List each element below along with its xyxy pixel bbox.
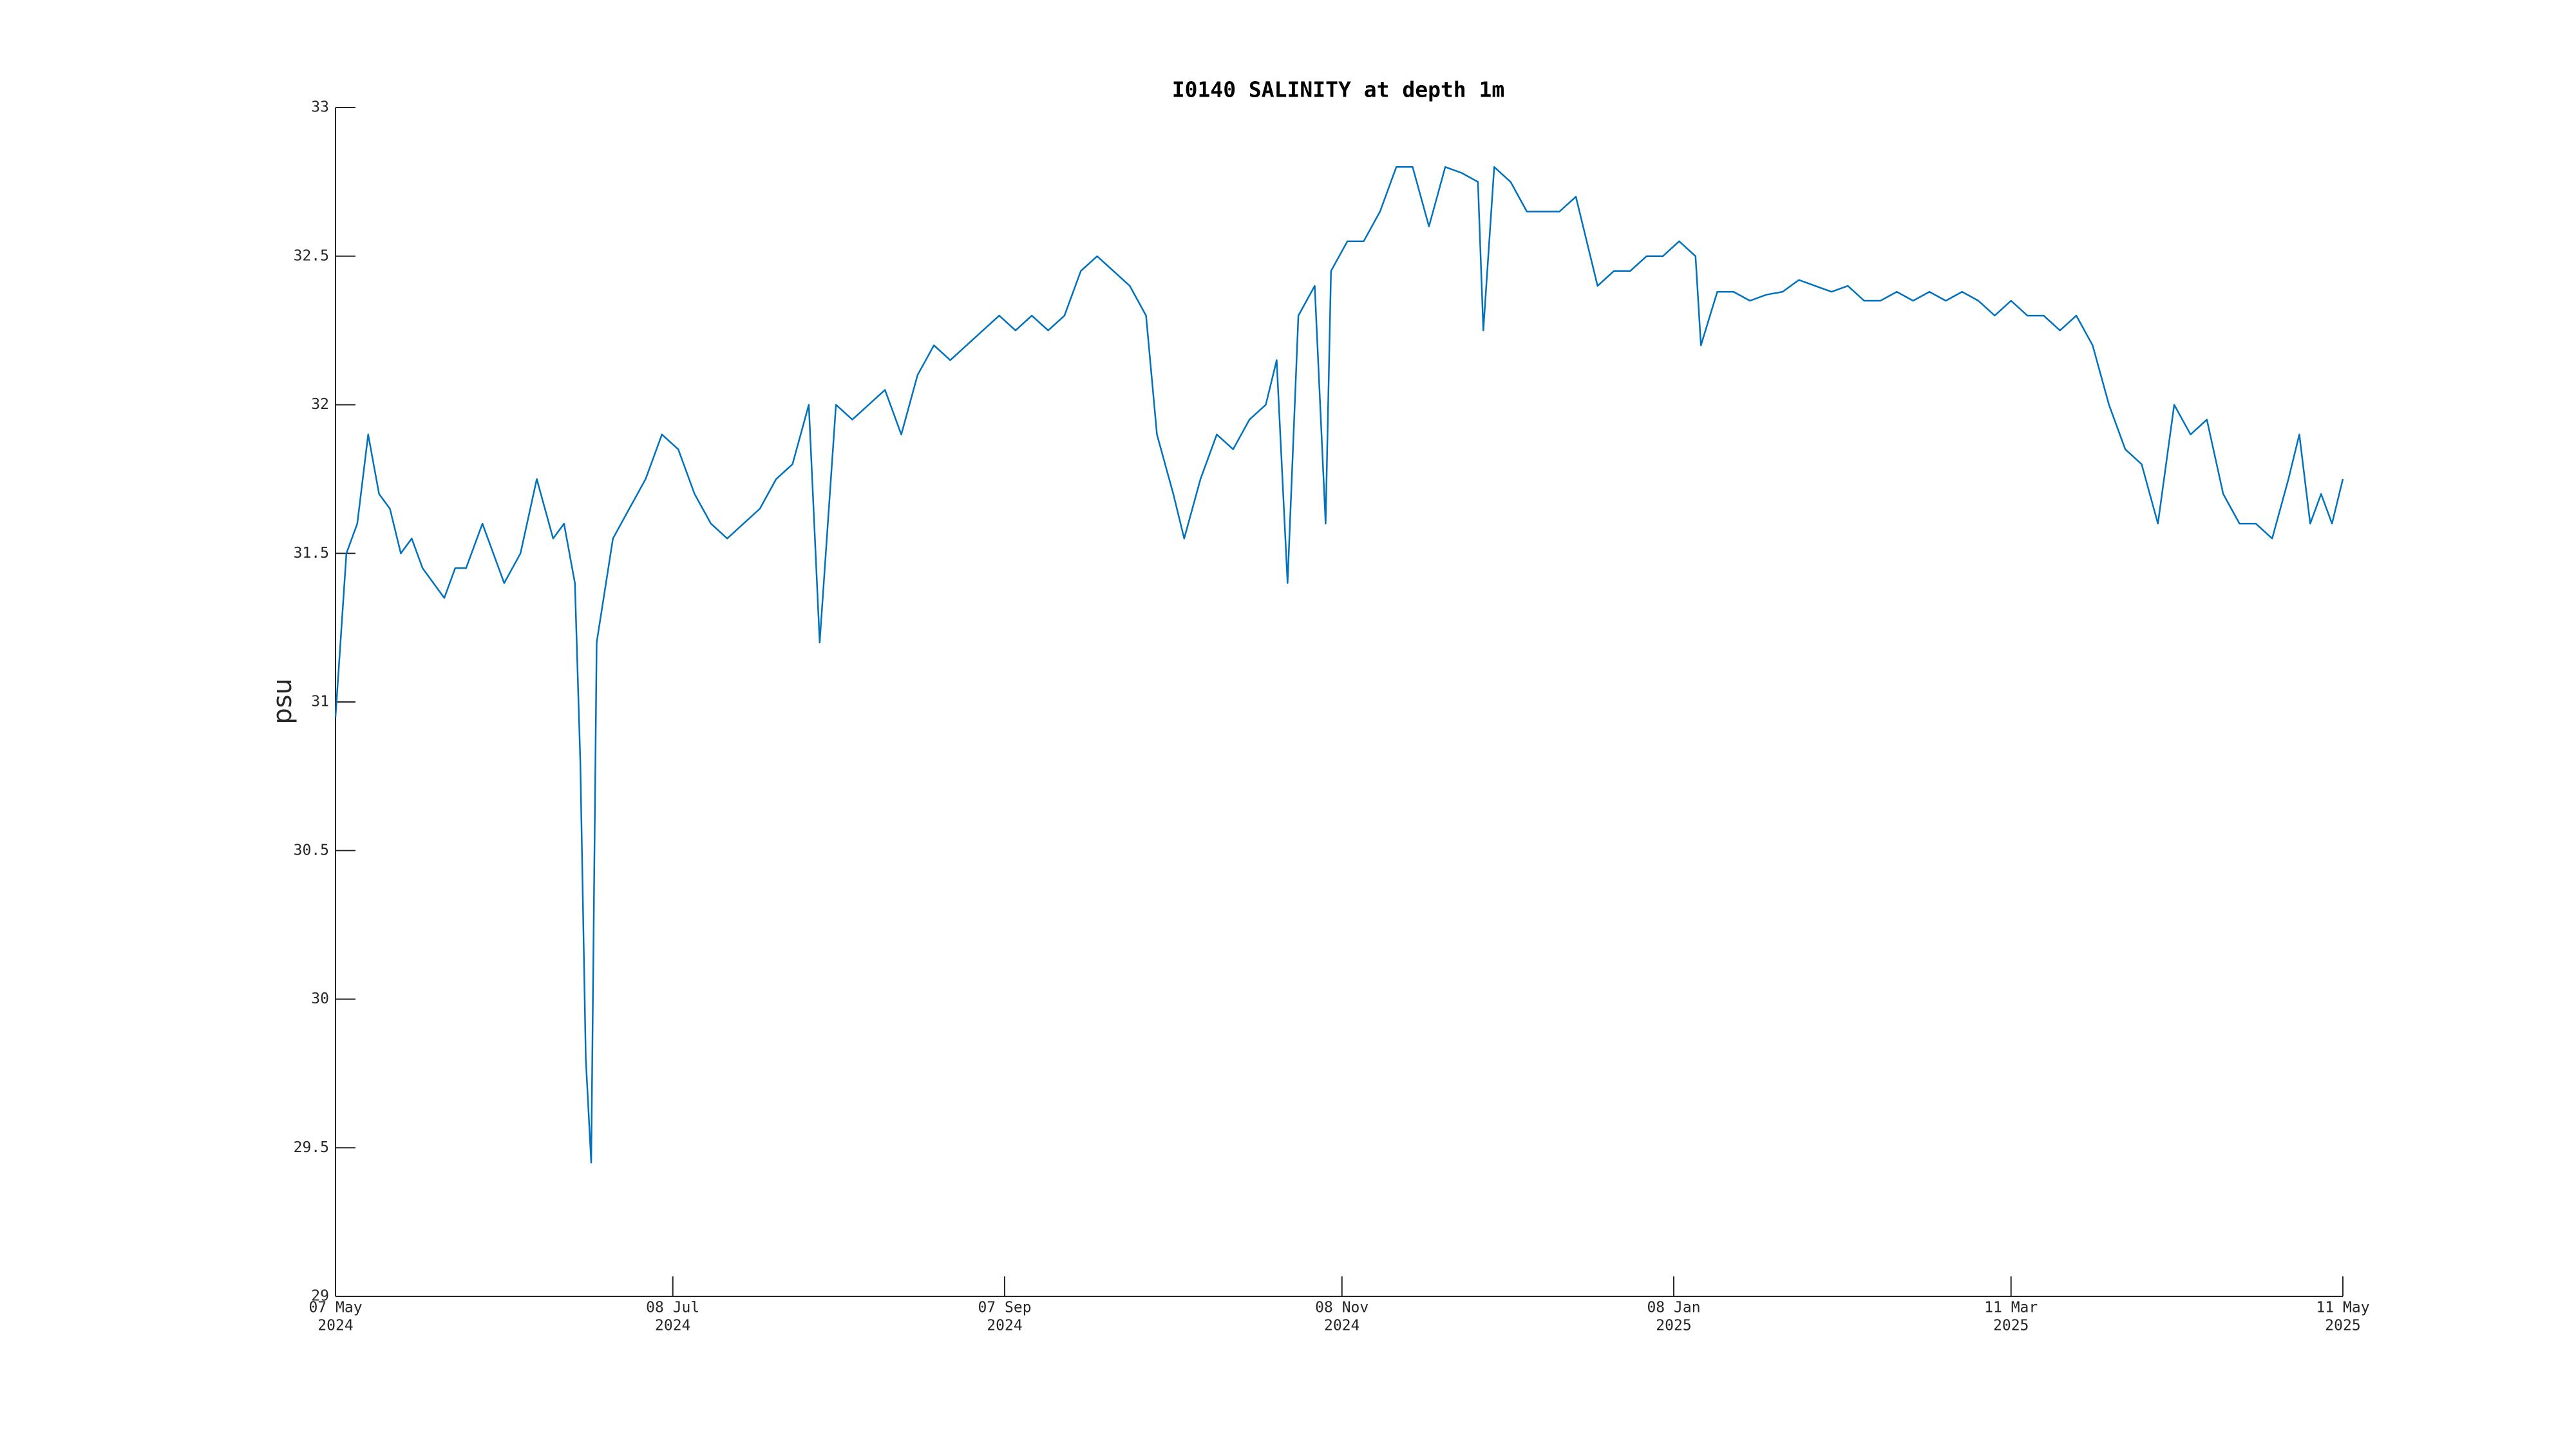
x-tick-label: 11 Mar bbox=[1984, 1300, 2038, 1316]
y-tick-label: 29 bbox=[311, 1288, 329, 1305]
x-tick-label: 08 Nov bbox=[1315, 1300, 1368, 1316]
y-tick-label: 29.5 bbox=[294, 1139, 329, 1156]
y-tick-label: 30.5 bbox=[294, 842, 329, 858]
x-tick-label: 08 Jul bbox=[646, 1300, 699, 1316]
x-tick-label: 2025 bbox=[2325, 1318, 2360, 1334]
x-tick-label: 11 May bbox=[2316, 1300, 2369, 1316]
x-tick-label: 07 May bbox=[308, 1300, 362, 1316]
chart-title: I0140 SALINITY at depth 1m bbox=[1172, 77, 1505, 102]
y-tick-label: 32 bbox=[311, 396, 329, 413]
y-tick-label: 33 bbox=[311, 99, 329, 116]
x-tick-label: 07 Sep bbox=[978, 1300, 1031, 1316]
x-tick-label: 2024 bbox=[1324, 1318, 1359, 1334]
x-tick-label: 2024 bbox=[317, 1318, 353, 1334]
x-tick-label: 2025 bbox=[1656, 1318, 1691, 1334]
y-tick-label: 31 bbox=[311, 694, 329, 710]
x-tick-label: 2024 bbox=[655, 1318, 690, 1334]
y-tick-label: 30 bbox=[311, 990, 329, 1007]
x-tick-label: 2025 bbox=[1993, 1318, 2029, 1334]
y-tick-label: 31.5 bbox=[294, 545, 329, 562]
x-tick-label: 2024 bbox=[987, 1318, 1022, 1334]
data-line bbox=[334, 166, 2344, 1164]
x-tick-label: 08 Jan bbox=[1647, 1300, 1700, 1316]
y-tick-label: 32.5 bbox=[294, 247, 329, 264]
y-axis-label: psu bbox=[268, 678, 298, 724]
